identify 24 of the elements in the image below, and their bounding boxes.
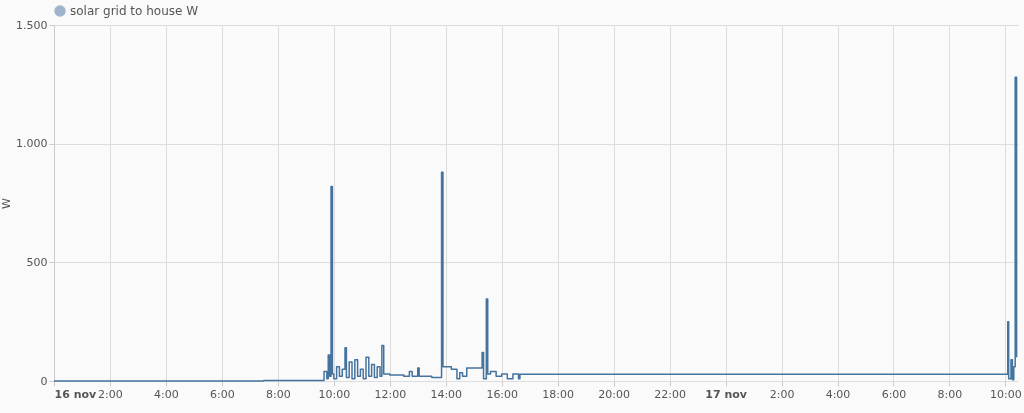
x-tick-label: 22:00 [654, 387, 686, 401]
x-tick-label: 2:00 [98, 387, 123, 401]
y-tick-label: 1.000 [16, 137, 48, 151]
y-tick-label: 0 [40, 374, 48, 388]
x-tick-label: 2:00 [769, 387, 795, 401]
x-tick-label: 10:00 [990, 387, 1022, 401]
x-tick-label: 10:00 [318, 387, 351, 401]
x-tick-label: 14:00 [430, 387, 463, 401]
y-tick-label: 1.500 [16, 18, 48, 32]
x-tick-label: 6:00 [881, 387, 907, 401]
x-tick-label: 8:00 [937, 387, 963, 401]
y-axis-title: W [0, 197, 14, 209]
x-tick-label: 8:00 [266, 387, 291, 401]
x-tick-label: 4:00 [825, 387, 851, 401]
y-tick-label: 500 [26, 255, 48, 269]
x-tick-label: 12:00 [374, 387, 407, 401]
x-tick-label: 6:00 [210, 387, 235, 401]
x-tick-label: 20:00 [598, 387, 630, 401]
x-tick-label: 17 nov [705, 387, 748, 401]
x-tick-label: 16 nov [54, 387, 98, 401]
x-tick-label: 16:00 [486, 387, 519, 401]
x-tick-label: 4:00 [154, 387, 179, 401]
x-tick-label: 18:00 [542, 387, 575, 401]
legend-label: solar grid to house W [70, 4, 199, 18]
